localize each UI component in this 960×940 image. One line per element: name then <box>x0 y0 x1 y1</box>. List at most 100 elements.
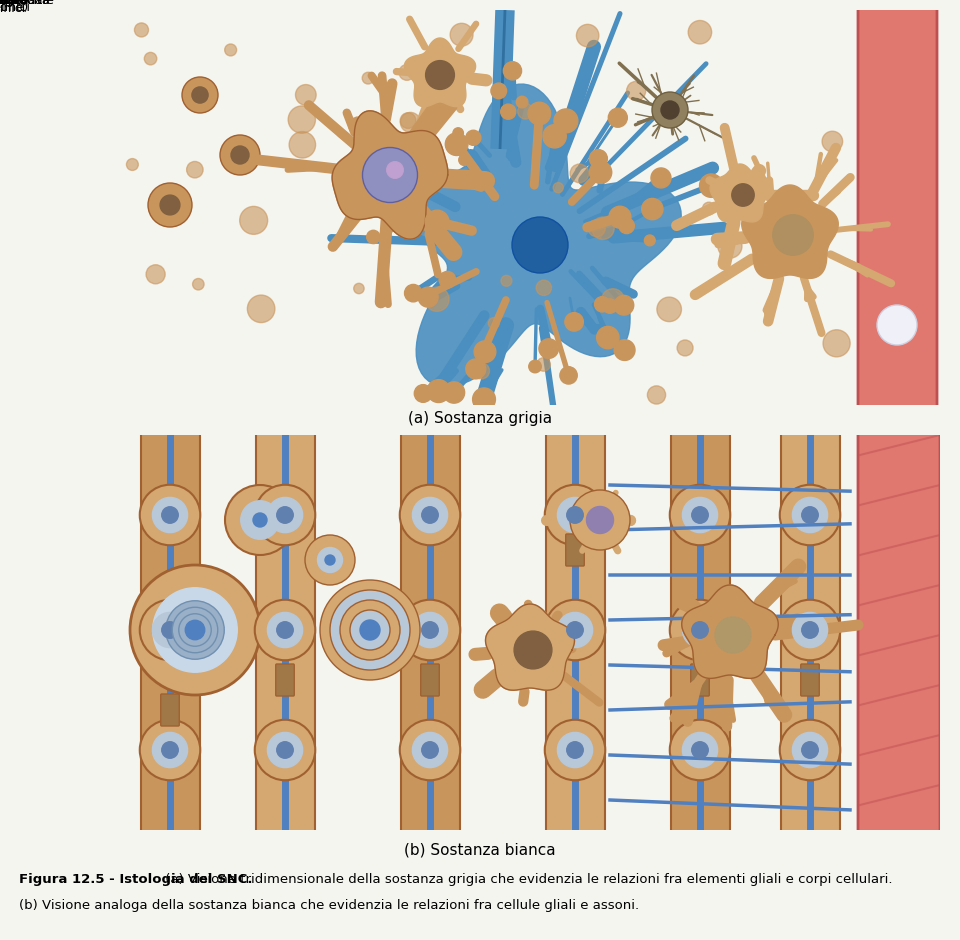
Circle shape <box>384 219 396 232</box>
Circle shape <box>231 146 249 164</box>
Circle shape <box>558 732 592 768</box>
Circle shape <box>325 555 335 565</box>
FancyBboxPatch shape <box>141 433 200 832</box>
Circle shape <box>466 131 481 146</box>
Circle shape <box>670 720 731 780</box>
Polygon shape <box>404 38 475 106</box>
Circle shape <box>225 485 295 555</box>
Circle shape <box>566 507 584 524</box>
Circle shape <box>588 220 606 237</box>
Circle shape <box>773 214 813 256</box>
Circle shape <box>587 507 613 534</box>
Circle shape <box>641 198 663 220</box>
Text: Nodo: Nodo <box>0 0 16 7</box>
Circle shape <box>877 305 917 345</box>
Circle shape <box>591 217 614 240</box>
Circle shape <box>544 485 605 545</box>
Circle shape <box>657 297 682 321</box>
Circle shape <box>387 162 403 179</box>
Circle shape <box>127 159 138 170</box>
Circle shape <box>427 380 450 402</box>
Circle shape <box>140 485 201 545</box>
Circle shape <box>501 275 512 287</box>
Circle shape <box>268 497 302 533</box>
Circle shape <box>670 485 731 545</box>
Circle shape <box>792 732 828 768</box>
Circle shape <box>609 108 627 127</box>
Text: (b) Visione analoga della sostanza bianca che evidenzia le relazioni fra cellule: (b) Visione analoga della sostanza bianc… <box>19 899 639 912</box>
Circle shape <box>253 513 267 527</box>
Circle shape <box>651 168 671 188</box>
Circle shape <box>570 164 588 182</box>
Circle shape <box>683 732 718 768</box>
Circle shape <box>153 588 237 672</box>
Circle shape <box>529 360 541 373</box>
Circle shape <box>491 83 507 99</box>
Circle shape <box>558 497 592 533</box>
Circle shape <box>288 106 316 133</box>
Circle shape <box>160 196 180 215</box>
Circle shape <box>241 501 279 540</box>
Circle shape <box>553 182 564 193</box>
Circle shape <box>683 497 718 533</box>
Circle shape <box>415 384 432 402</box>
Circle shape <box>576 24 599 47</box>
Circle shape <box>186 162 204 178</box>
Circle shape <box>802 621 818 638</box>
Text: (a) Sostanza grigia: (a) Sostanza grigia <box>408 411 552 426</box>
Circle shape <box>404 285 422 302</box>
Circle shape <box>539 338 559 358</box>
Circle shape <box>444 382 465 403</box>
Circle shape <box>161 621 179 638</box>
Circle shape <box>802 742 818 759</box>
Text: Parte internodale: Parte internodale <box>0 0 55 7</box>
Circle shape <box>644 235 655 245</box>
Circle shape <box>439 272 456 288</box>
Circle shape <box>517 103 533 119</box>
Circle shape <box>240 207 268 234</box>
Circle shape <box>515 631 552 669</box>
Circle shape <box>570 490 630 550</box>
Circle shape <box>512 217 568 273</box>
Circle shape <box>182 77 218 113</box>
Circle shape <box>732 184 755 206</box>
Circle shape <box>268 732 302 768</box>
Circle shape <box>153 732 187 768</box>
Circle shape <box>683 612 718 648</box>
Circle shape <box>554 109 578 133</box>
Circle shape <box>330 590 410 670</box>
Text: Astrocita: Astrocita <box>0 0 29 7</box>
FancyBboxPatch shape <box>420 664 440 696</box>
Circle shape <box>473 363 490 379</box>
Circle shape <box>792 612 828 648</box>
FancyBboxPatch shape <box>691 664 709 696</box>
Text: Neuroni: Neuroni <box>0 0 25 8</box>
Circle shape <box>153 612 187 648</box>
Circle shape <box>192 86 208 103</box>
Circle shape <box>544 720 605 780</box>
Circle shape <box>399 65 415 80</box>
FancyBboxPatch shape <box>401 433 460 832</box>
Circle shape <box>489 318 499 329</box>
Circle shape <box>305 535 355 585</box>
Circle shape <box>614 295 634 315</box>
Circle shape <box>130 565 260 695</box>
Circle shape <box>367 230 380 243</box>
Circle shape <box>537 357 550 371</box>
Text: Microglia: Microglia <box>0 0 29 8</box>
Circle shape <box>544 600 605 660</box>
Text: Oligodendrocita: Oligodendrocita <box>0 0 50 7</box>
Circle shape <box>780 600 840 660</box>
Circle shape <box>179 614 211 647</box>
Circle shape <box>362 72 374 84</box>
Circle shape <box>363 148 418 202</box>
Circle shape <box>692 621 708 638</box>
Circle shape <box>350 610 390 650</box>
Circle shape <box>424 287 449 311</box>
Circle shape <box>421 507 439 524</box>
Circle shape <box>320 580 420 680</box>
Circle shape <box>450 24 473 46</box>
Circle shape <box>560 367 577 384</box>
Text: Assone: Assone <box>0 0 23 7</box>
Circle shape <box>822 132 843 151</box>
